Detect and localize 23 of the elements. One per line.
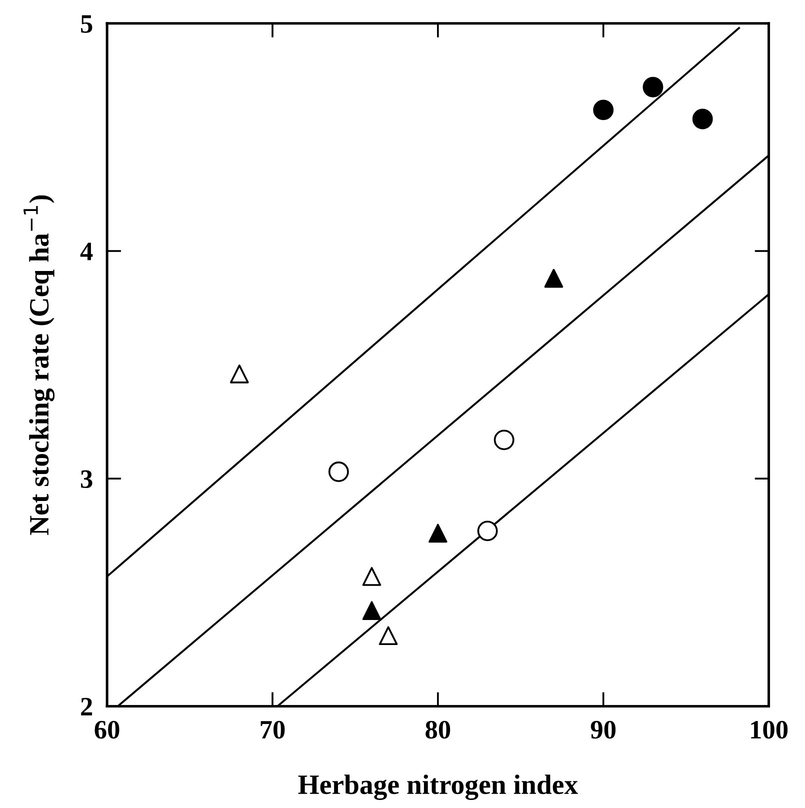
point [328, 462, 349, 482]
point [428, 524, 448, 543]
point [692, 108, 713, 130]
x-axis-title: Herbage nitrogen index [298, 774, 578, 800]
point [477, 520, 498, 542]
point [230, 364, 249, 384]
point [544, 268, 564, 288]
x-tick-label: 100 [751, 720, 788, 739]
x-tick-label: 60 [94, 720, 120, 739]
y-tick-label: 5 [81, 15, 92, 33]
y-tick-label: 3 [80, 470, 92, 488]
y-tick-label: 4 [80, 242, 93, 260]
y-axis-title: Net stocking rate (Ceq ha$^{−1}$) [24, 195, 55, 535]
x-tick-label: 90 [590, 720, 616, 739]
point [494, 430, 514, 450]
point [593, 100, 614, 120]
x-tick-label: 80 [426, 720, 450, 739]
point [642, 76, 664, 98]
x-tick-label: 70 [260, 720, 285, 739]
point [362, 567, 382, 586]
point [362, 601, 382, 620]
point [378, 626, 398, 646]
y-tick-label: 2 [81, 698, 92, 716]
